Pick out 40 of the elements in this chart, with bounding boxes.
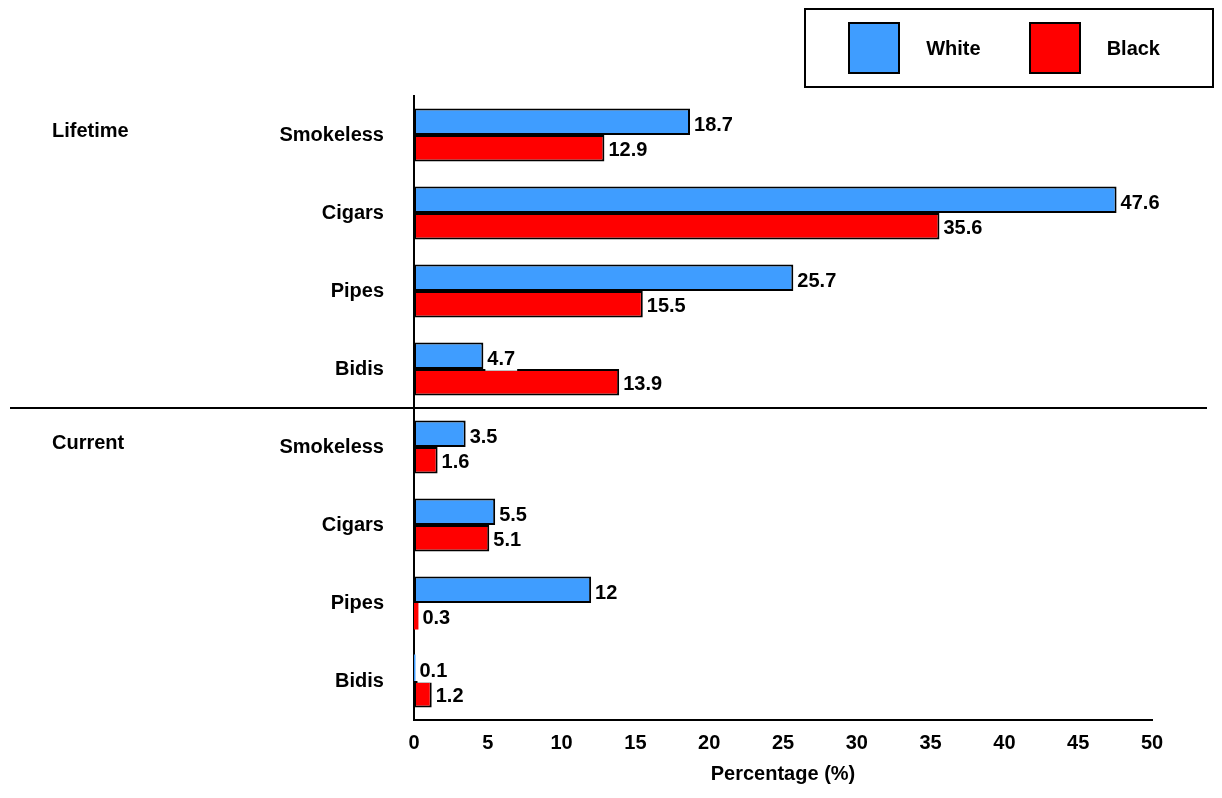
data-label: 1.2 <box>435 683 464 706</box>
y-tick-label: Pipes <box>330 278 384 301</box>
data-label: 15.5 <box>646 293 686 316</box>
x-tick-label: 5 <box>482 730 494 753</box>
x-axis-title: Percentage (%) <box>710 761 856 784</box>
y-tick-label: Cigars <box>321 200 384 223</box>
data-label: 13.9 <box>623 371 663 394</box>
x-tick-label: 10 <box>550 730 573 753</box>
x-tick-label: 25 <box>771 730 795 753</box>
x-tick-label: 20 <box>698 730 721 753</box>
data-label: 35.6 <box>943 215 983 238</box>
x-tick-label: 30 <box>845 730 868 753</box>
data-label: 5.1 <box>493 527 522 550</box>
data-label: 4.7 <box>487 347 516 370</box>
data-label: 5.5 <box>499 503 527 526</box>
y-tick-label: Smokeless <box>279 122 384 145</box>
data-label: 25.7 <box>797 269 837 292</box>
text: Lifetime <box>52 118 129 141</box>
y-tick-label: Bidis <box>335 356 384 379</box>
x-tick-label: 50 <box>1140 730 1164 753</box>
x-tick-label: 15 <box>624 730 647 753</box>
y-tick-label: Pipes <box>330 590 384 613</box>
x-tick-label: 0 <box>408 730 420 753</box>
text: Current <box>52 430 125 453</box>
x-tick-label: 40 <box>993 730 1016 753</box>
y-tick-label: Smokeless <box>279 434 384 457</box>
data-label: 1.6 <box>441 449 470 472</box>
data-label: 3.5 <box>469 425 498 448</box>
data-label: 18.7 <box>694 113 733 136</box>
data-label: 0.1 <box>419 659 448 682</box>
y-tick-label: Bidis <box>335 668 384 691</box>
data-label: 47.6 <box>1120 191 1160 214</box>
x-tick-label: 35 <box>919 730 942 753</box>
y-tick-label: Cigars <box>321 512 384 535</box>
x-tick-label: 45 <box>1067 730 1090 753</box>
data-label: 12.9 <box>608 137 648 160</box>
data-label: 0.3 <box>422 605 451 628</box>
text: Black <box>1106 36 1160 60</box>
text: White <box>926 36 981 60</box>
data-label: 12 <box>595 581 618 604</box>
